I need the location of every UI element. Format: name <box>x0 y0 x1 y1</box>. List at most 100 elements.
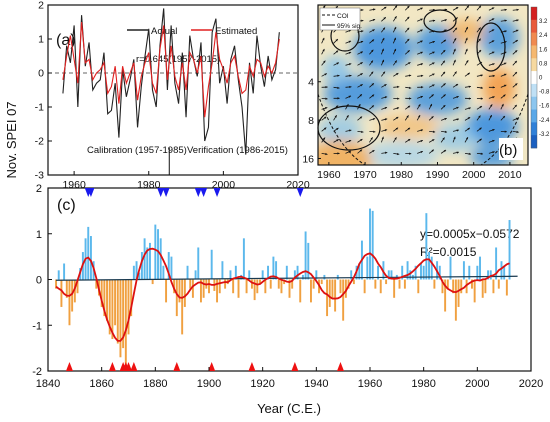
bar-1950 <box>342 279 345 321</box>
power-blob-3 <box>323 76 392 113</box>
bar-1905 <box>221 261 224 280</box>
coi-right <box>480 93 529 166</box>
phase-arrowhead <box>381 48 384 52</box>
bar-1952 <box>347 279 350 289</box>
c-x-tick-label-1960: 1960 <box>358 378 382 390</box>
bar-1967 <box>387 270 390 280</box>
bar-1893 <box>189 279 192 289</box>
bar-1921 <box>264 279 267 294</box>
phase-arrowhead <box>407 127 411 130</box>
phase-arrowhead <box>432 19 436 22</box>
bar-1900 <box>208 279 210 294</box>
bar-1886 <box>170 256 173 280</box>
phase-arrowhead <box>491 29 495 32</box>
panel-b: COI 95% sig. (b) 3.2 2.4 1.6 0.8 0 -0.8 -1.6 -2… <box>302 4 550 181</box>
phase-arrowhead <box>431 139 435 142</box>
bar-1916 <box>250 279 253 289</box>
phase-arrowhead <box>393 48 396 52</box>
phase-arrowhead <box>515 29 519 32</box>
phase-arrowhead <box>480 86 483 89</box>
phase-arrowhead <box>420 51 423 54</box>
colorbar-tick-label: 0.8 <box>539 61 548 67</box>
phase-arrowhead <box>370 60 373 63</box>
phase-arrowhead <box>465 26 468 30</box>
dry-marker-1949 <box>336 362 344 371</box>
phase-arrowhead <box>429 103 432 107</box>
phase-arrowhead <box>491 18 495 21</box>
bar-1983 <box>430 256 433 280</box>
phase-arrowhead <box>360 30 364 33</box>
phase-arrowhead <box>443 94 446 97</box>
bar-1855 <box>87 226 90 280</box>
phase-arrowhead <box>466 16 469 19</box>
phase-arrowhead <box>454 27 457 31</box>
bar-1994 <box>460 279 463 294</box>
panel-c-label: (c) <box>57 197 76 214</box>
phase-arrowhead <box>335 39 338 42</box>
phase-arrowhead <box>371 83 374 86</box>
bar-1897 <box>199 279 202 303</box>
phase-arrowhead <box>360 139 363 142</box>
bar-1919 <box>259 279 261 285</box>
phase-arrowhead <box>325 97 328 100</box>
phase-arrowhead <box>479 106 482 109</box>
bar-1871 <box>130 279 133 317</box>
bar-1963 <box>377 265 380 280</box>
phase-arrowhead <box>397 97 400 100</box>
phase-arrowhead <box>337 97 340 100</box>
phase-arrowhead <box>360 40 364 44</box>
phase-arrowhead <box>514 71 517 75</box>
c-y-tick-label--1: -1 <box>32 320 42 332</box>
bar-1945 <box>328 279 331 307</box>
phase-arrowhead <box>348 51 352 54</box>
bar-1962 <box>374 279 377 289</box>
panel-a-legend-estimated: Estimated <box>215 26 257 37</box>
phase-arrowhead <box>371 94 375 97</box>
phase-arrowhead <box>478 16 481 19</box>
phase-arrowhead <box>478 38 481 41</box>
bar-1981 <box>425 213 428 280</box>
power-blob-11 <box>378 114 439 139</box>
phase-arrowhead <box>349 85 352 89</box>
bar-1953 <box>350 270 353 280</box>
bar-1928 <box>283 279 286 285</box>
phase-arrowhead <box>349 129 352 132</box>
colorbar-cell <box>531 71 537 85</box>
bar-1986 <box>438 265 441 280</box>
bar-1934 <box>299 279 302 303</box>
phase-arrowhead <box>443 105 446 108</box>
y-tick-label-1: 1 <box>38 34 44 46</box>
y-tick-label-2: 2 <box>38 0 44 12</box>
bar-1935 <box>301 274 304 280</box>
c-x-tick-label-1880: 1880 <box>143 378 167 390</box>
colorbar-frame <box>530 6 538 149</box>
bar-1906 <box>224 279 227 289</box>
phase-arrowhead <box>492 96 495 99</box>
phase-arrowhead <box>360 51 363 54</box>
c-x-tick-label-1980: 1980 <box>411 378 435 390</box>
colorbar-tick-label: 1.6 <box>539 47 548 53</box>
bar-1914 <box>245 279 248 294</box>
phase-arrowhead <box>502 115 505 119</box>
bar-1948 <box>336 274 339 280</box>
phase-arrowhead <box>466 5 469 9</box>
phase-arrowhead <box>322 37 325 41</box>
phase-arrowhead <box>467 72 470 75</box>
y-tick-label--3: -3 <box>35 170 44 182</box>
phase-arrowhead <box>456 106 459 109</box>
c-x-tick-label-1940: 1940 <box>304 378 328 390</box>
phase-arrowhead <box>443 50 446 53</box>
panel-c-bars <box>55 208 511 369</box>
phase-arrowhead <box>383 6 387 10</box>
bar-1888 <box>175 279 178 317</box>
bar-1925 <box>275 261 278 280</box>
bar-2006 <box>492 279 495 294</box>
bar-1929 <box>285 265 288 280</box>
phase-arrowhead <box>455 7 459 10</box>
phase-arrowhead <box>432 62 435 65</box>
bar-1990 <box>449 256 452 280</box>
bar-1944 <box>326 279 329 317</box>
bar-2012 <box>508 220 511 280</box>
bar-1931 <box>291 279 294 289</box>
